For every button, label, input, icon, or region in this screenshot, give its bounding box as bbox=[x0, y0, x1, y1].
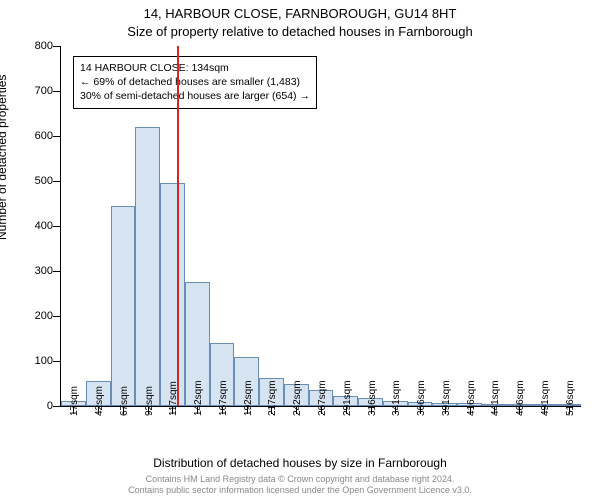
y-tick bbox=[53, 46, 61, 47]
y-tick-label: 0 bbox=[19, 400, 53, 412]
y-tick bbox=[53, 271, 61, 272]
x-tick-label: 466sqm bbox=[515, 380, 526, 416]
y-tick-label: 500 bbox=[19, 175, 53, 187]
y-tick bbox=[53, 226, 61, 227]
x-tick-label: 516sqm bbox=[565, 380, 576, 416]
y-tick bbox=[53, 136, 61, 137]
x-tick-label: 341sqm bbox=[391, 380, 402, 416]
x-tick-label: 142sqm bbox=[193, 380, 204, 416]
x-tick-label: 242sqm bbox=[292, 380, 303, 416]
x-tick-label: 42sqm bbox=[94, 386, 105, 416]
x-axis-label: Distribution of detached houses by size … bbox=[0, 456, 600, 470]
x-tick-label: 391sqm bbox=[441, 380, 452, 416]
chart-title-line2: Size of property relative to detached ho… bbox=[0, 24, 600, 39]
footer-line2: Contains public sector information licen… bbox=[0, 485, 600, 496]
chart-title-line1: 14, HARBOUR CLOSE, FARNBOROUGH, GU14 8HT bbox=[0, 6, 600, 21]
reference-line bbox=[177, 46, 179, 406]
x-tick-label: 267sqm bbox=[317, 380, 328, 416]
x-tick-label: 17sqm bbox=[69, 386, 80, 416]
y-tick-label: 600 bbox=[19, 130, 53, 142]
y-tick bbox=[53, 91, 61, 92]
chart-container: 14, HARBOUR CLOSE, FARNBOROUGH, GU14 8HT… bbox=[0, 0, 600, 500]
annotation-box: 14 HARBOUR CLOSE: 134sqm ← 69% of detach… bbox=[73, 56, 317, 109]
x-tick-label: 192sqm bbox=[243, 380, 254, 416]
x-tick-label: 217sqm bbox=[267, 380, 278, 416]
y-tick-label: 200 bbox=[19, 310, 53, 322]
x-tick-label: 491sqm bbox=[540, 380, 551, 416]
x-tick-label: 92sqm bbox=[144, 386, 155, 416]
annotation-line2: ← 69% of detached houses are smaller (1,… bbox=[80, 75, 310, 89]
y-tick bbox=[53, 316, 61, 317]
y-axis-label: Number of detached properties bbox=[0, 75, 9, 240]
plot-area: 14 HARBOUR CLOSE: 134sqm ← 69% of detach… bbox=[60, 46, 581, 407]
x-tick-label: 366sqm bbox=[416, 380, 427, 416]
y-tick bbox=[53, 181, 61, 182]
y-tick-label: 100 bbox=[19, 355, 53, 367]
x-tick-label: 441sqm bbox=[490, 380, 501, 416]
x-tick-label: 167sqm bbox=[218, 380, 229, 416]
y-tick-label: 300 bbox=[19, 265, 53, 277]
y-tick bbox=[53, 406, 61, 407]
x-tick-label: 416sqm bbox=[466, 380, 477, 416]
y-tick-label: 700 bbox=[19, 85, 53, 97]
histogram-bar bbox=[135, 127, 160, 406]
footer-line1: Contains HM Land Registry data © Crown c… bbox=[0, 474, 600, 485]
x-tick-label: 291sqm bbox=[342, 380, 353, 416]
histogram-bar bbox=[111, 206, 136, 406]
x-tick-label: 316sqm bbox=[367, 380, 378, 416]
footer-attribution: Contains HM Land Registry data © Crown c… bbox=[0, 474, 600, 496]
x-tick-label: 67sqm bbox=[119, 386, 130, 416]
y-tick-label: 400 bbox=[19, 220, 53, 232]
annotation-line1: 14 HARBOUR CLOSE: 134sqm bbox=[80, 61, 310, 75]
y-tick bbox=[53, 361, 61, 362]
annotation-line3: 30% of semi-detached houses are larger (… bbox=[80, 89, 310, 103]
y-tick-label: 800 bbox=[19, 40, 53, 52]
histogram-bar bbox=[160, 183, 185, 406]
